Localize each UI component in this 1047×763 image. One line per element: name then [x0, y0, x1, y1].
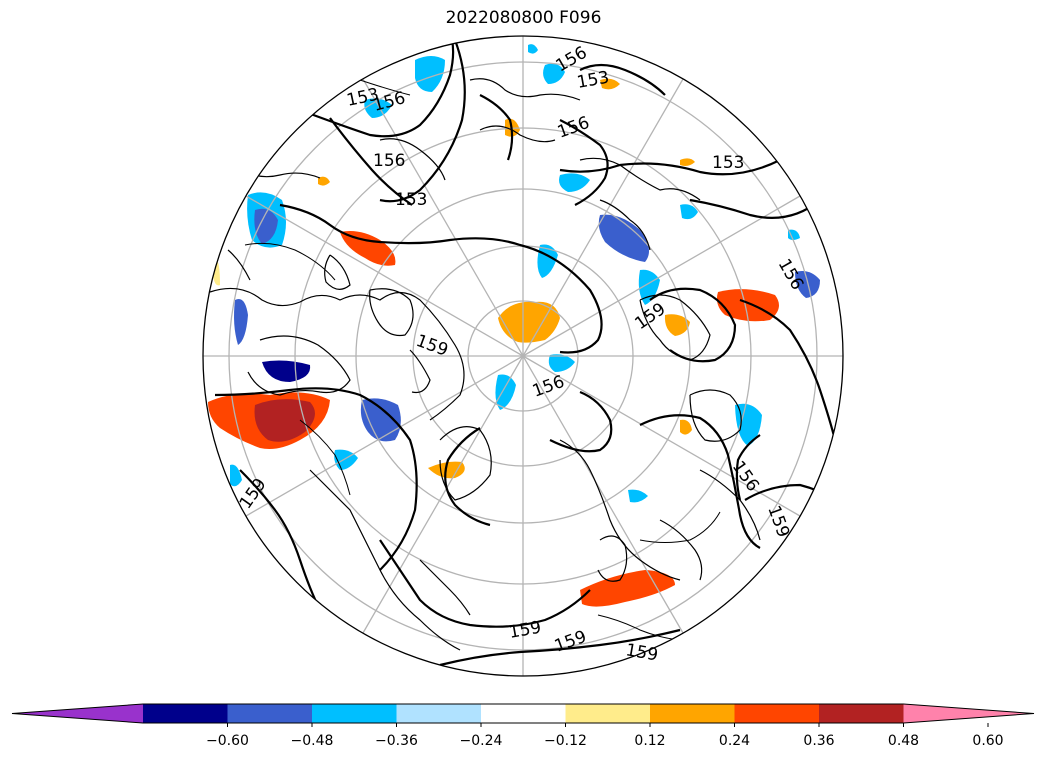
colorbar-tick-label: −0.24 [460, 733, 503, 749]
contour-label: 156 [373, 151, 405, 171]
warm-anomaly-patch [600, 78, 620, 90]
cool-anomaly-patch [795, 271, 820, 298]
cool-anomaly-patch [360, 398, 401, 442]
anomaly-fill-patches [208, 44, 820, 607]
warm-anomaly-patch [680, 158, 695, 166]
colorbar-segment [396, 704, 482, 723]
colorbar-tick-label: 0.24 [719, 733, 750, 749]
warm-anomaly-patch [664, 314, 690, 336]
colorbar-tick-label: −0.60 [206, 733, 249, 749]
cool-anomaly-patch [543, 63, 565, 84]
colorbar-segment [481, 704, 566, 723]
colorbar-tick-label: 0.60 [972, 733, 1003, 749]
cool-anomaly-patch [548, 354, 575, 372]
warm-anomaly-patch [318, 176, 330, 186]
colorbar-segment [650, 704, 735, 723]
height-contours [214, 39, 837, 667]
cool-anomaly-patch [234, 299, 248, 345]
map-boundary [202, 35, 844, 677]
cool-anomaly-patch [628, 489, 648, 503]
cool-anomaly-patch [680, 204, 698, 220]
colorbar-segment [312, 704, 397, 723]
cool-anomaly-patch [788, 229, 800, 240]
colorbar: −0.60 −0.48 −0.36 −0.24 −0.12 0.12 0.24 0.36 0.4… [11, 703, 1035, 749]
colorbar-tick-label: −0.12 [544, 733, 587, 749]
warm-anomaly-patch [498, 301, 560, 343]
colorbar-tick-label: −0.48 [291, 733, 334, 749]
warm-anomaly-patch [716, 289, 779, 322]
warm-anomaly-patch [680, 419, 692, 435]
cool-anomaly-patch [230, 464, 242, 487]
cool-anomaly-patch [528, 44, 538, 54]
colorbar-tick-label: −0.36 [375, 733, 418, 749]
colorbar-extend-high [903, 704, 1034, 723]
cool-anomaly-patch [495, 374, 516, 410]
colorbar-segment [227, 704, 313, 723]
map-title: 2022080800 F096 [445, 8, 602, 28]
colorbar-segment [819, 704, 904, 723]
colorbar-segment [565, 704, 651, 723]
graticule [203, 36, 843, 676]
contour-labels: 153 156 156 153 156 153 156 153 156 159 … [236, 43, 808, 666]
colorbar-tick-label: 0.36 [803, 733, 834, 749]
colorbar-tick-label: 0.12 [634, 733, 665, 749]
colorbar-segment [143, 704, 228, 723]
cool-anomaly-patch [735, 403, 762, 446]
warm-anomaly-patch [254, 399, 315, 442]
colorbar-extend-low [12, 704, 143, 723]
contour-label: 153 [395, 190, 427, 210]
cool-anomaly-patch [638, 269, 660, 305]
map-disc [203, 36, 843, 676]
colorbar-segment [734, 704, 820, 723]
contour-label: 159 [624, 640, 659, 665]
cool-anomaly-patch [364, 98, 392, 118]
cool-anomaly-patch [415, 56, 445, 92]
warm-anomaly-patch [340, 231, 396, 266]
contour-label: 153 [712, 153, 744, 173]
colorbar-tick-label: 0.48 [888, 733, 919, 749]
cool-anomaly-patch [598, 214, 649, 262]
cool-anomaly-patch [262, 360, 311, 382]
cool-anomaly-patch [559, 173, 590, 192]
colorbar-outline [11, 703, 1035, 724]
cool-anomaly-patch [254, 208, 278, 244]
